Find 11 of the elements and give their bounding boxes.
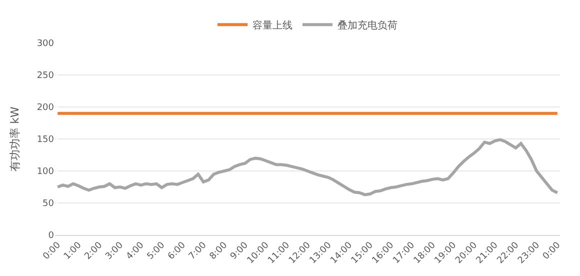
legend-label: 叠加充电负荷 — [338, 20, 398, 32]
legend-label: 容量上线 — [252, 20, 292, 32]
y-tick-label: 100 — [36, 167, 54, 178]
y-tick-label: 250 — [36, 71, 54, 82]
y-tick-label: 200 — [36, 103, 54, 114]
y-tick-label: 0 — [48, 231, 54, 242]
y-tick-label: 50 — [42, 199, 54, 210]
line-series — [56, 138, 559, 196]
y-tick-label: 300 — [36, 39, 54, 50]
y-tick-label: 150 — [36, 135, 54, 146]
y-axis-title: 有功功率 kW — [8, 106, 22, 172]
